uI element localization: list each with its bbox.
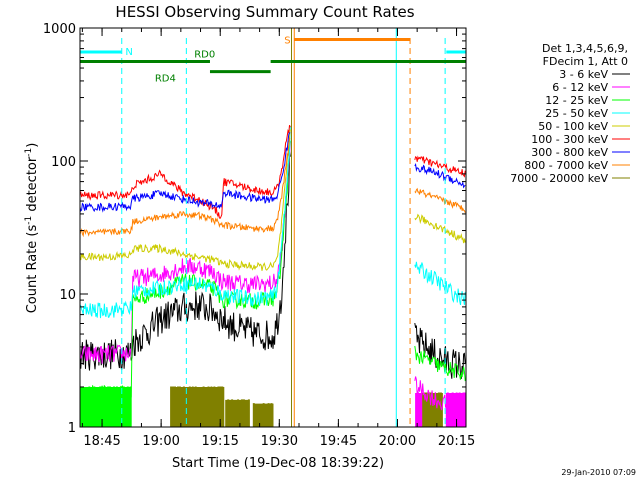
legend-label-100-300-kev: 100 - 300 keV (531, 133, 608, 146)
series-800-7000-kev (79, 137, 466, 238)
step-7000-20000-kev-1-0 (170, 386, 211, 428)
y-tick-label-1: 1 (68, 421, 76, 436)
legend-label-300-800-kev: 300 - 800 keV (531, 146, 608, 159)
x-tick-label-19-30: 19:30 (261, 434, 298, 449)
step-7000-20000-kev-1-2 (225, 399, 250, 428)
marker-s-label: S (284, 35, 290, 46)
series-12-25-kev (79, 140, 466, 401)
annotation-rd0-label: RD0 (194, 49, 215, 60)
legend-label-25-50-kev: 25 - 50 keV (545, 107, 608, 120)
chart-title: HESSI Observing Summary Count Rates (115, 3, 414, 21)
y-axis-label-sup1: -1 (24, 216, 34, 225)
x-tick-label-19-00: 19:00 (142, 434, 179, 449)
legend-label-3-6-kev: 3 - 6 keV (559, 68, 608, 81)
x-axis-label: Start Time (19-Dec-08 18:39:22) (172, 456, 384, 471)
y-axis-label-part3: ) (25, 143, 40, 148)
y-axis-label-part2: detector (25, 156, 40, 216)
x-tick-label-19-15: 19:15 (201, 434, 238, 449)
y-axis-label-part1: Count Rate (s (25, 225, 40, 314)
series-6-12-kev (79, 141, 466, 416)
legend-label-800-7000-kev: 800 - 7000 keV (524, 159, 608, 172)
y-tick-label-100: 100 (51, 155, 76, 170)
x-tick-label-20-00: 20:00 (379, 434, 416, 449)
legend-label-7000-20000-kev: 7000 - 20000 keV (510, 172, 608, 185)
y-axis-label: Count Rate (s-1 detector-1) (24, 143, 40, 314)
legend-label-6-12-kev: 6 - 12 keV (552, 81, 608, 94)
plot-frame (79, 27, 467, 428)
annotation-rd4-label: RD4 (155, 74, 176, 85)
legend-label-12-25-kev: 12 - 25 keV (545, 94, 608, 107)
step-7000-20000-kev-1-1 (209, 386, 225, 428)
series-300-800-kev (79, 132, 466, 213)
x-axis: 18:45 19:00 19:15 19:30 19:45 20:00 20:15 (81, 28, 475, 449)
legend-label-50-100-kev: 50 - 100 keV (538, 120, 608, 133)
y-tick-label-10: 10 (59, 288, 76, 303)
x-tick-label-20-15: 20:15 (438, 434, 475, 449)
x-tick-label-18-45: 18:45 (83, 434, 120, 449)
legend-header-line1: Det 1,3,4,5,6,9, (542, 42, 628, 55)
x-tick-label-19-45: 19:45 (320, 434, 357, 449)
series-50-100-kev (79, 129, 466, 271)
footer-timestamp: 29-Jan-2010 07:09 (561, 468, 636, 477)
series-25-50-kev (79, 126, 466, 319)
series-100-300-kev (79, 125, 466, 219)
y-tick-label-1000: 1000 (43, 22, 76, 37)
y-axis: 1 10 100 1000 (43, 22, 466, 436)
step-7000-20000-kev-1-3 (252, 403, 274, 428)
series-3-6-kev (79, 150, 466, 379)
marker-n-label: N (125, 47, 132, 58)
step-7000-20000-kev-3-0 (422, 392, 443, 428)
legend: Det 1,3,4,5,6,9, FDecim 1, Att 0 3 - 6 k… (510, 42, 630, 185)
legend-header-line2: FDecim 1, Att 0 (543, 55, 628, 68)
y-axis-label-sup2: -1 (24, 148, 34, 157)
